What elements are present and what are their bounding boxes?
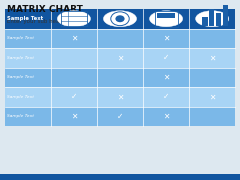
Text: ✕: ✕ <box>117 53 123 62</box>
Text: ✕: ✕ <box>117 92 123 101</box>
Text: ✓: ✓ <box>117 112 123 121</box>
Bar <box>216 13 221 26</box>
Text: ✓: ✓ <box>163 53 169 62</box>
Ellipse shape <box>150 11 183 27</box>
Text: ✕: ✕ <box>71 34 77 43</box>
Bar <box>0 174 240 180</box>
Text: Sample Text: Sample Text <box>7 75 34 79</box>
Text: Sample Text: Sample Text <box>7 114 34 118</box>
Text: Sample Text: Sample Text <box>7 36 34 40</box>
Text: Sample Text: Sample Text <box>7 16 43 21</box>
Ellipse shape <box>196 11 229 27</box>
Text: ✕: ✕ <box>209 53 215 62</box>
Bar <box>5 48 235 68</box>
Bar <box>157 13 175 18</box>
Bar <box>61 12 87 26</box>
Text: ✓: ✓ <box>71 92 77 101</box>
Bar <box>5 9 235 28</box>
Bar <box>5 87 235 107</box>
Text: Enter your sub headline here: Enter your sub headline here <box>7 19 87 24</box>
Text: Sample Text: Sample Text <box>7 56 34 60</box>
Bar <box>223 4 228 26</box>
Text: Sample Text: Sample Text <box>7 95 34 99</box>
Text: MATRIX CHART: MATRIX CHART <box>7 4 83 14</box>
Text: ✕: ✕ <box>71 112 77 121</box>
Text: ✓: ✓ <box>163 92 169 101</box>
Text: ✕: ✕ <box>209 92 215 101</box>
Ellipse shape <box>57 11 90 27</box>
Text: ✕: ✕ <box>163 112 169 121</box>
Bar <box>5 68 235 87</box>
Bar <box>155 11 178 26</box>
Circle shape <box>115 15 125 22</box>
Text: ✕: ✕ <box>163 73 169 82</box>
Text: ✕: ✕ <box>163 34 169 43</box>
Bar <box>5 107 235 126</box>
Bar <box>209 9 215 26</box>
Bar <box>202 17 208 26</box>
Ellipse shape <box>103 11 137 27</box>
Bar <box>5 28 235 48</box>
